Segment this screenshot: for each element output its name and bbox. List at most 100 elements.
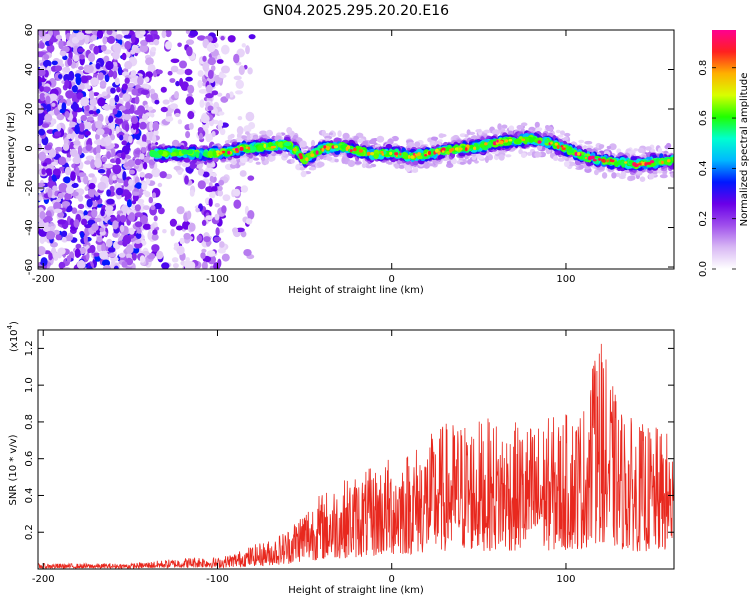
spectrogram-noise-cell xyxy=(220,96,229,103)
spectrogram-noise-cell xyxy=(134,96,140,105)
spectrogram-peak-cell xyxy=(550,141,553,145)
spectrogram-noise-cell xyxy=(176,225,183,231)
spectrogram-noise-cell xyxy=(122,145,130,155)
spectrogram-noise-cell xyxy=(186,46,193,57)
spectrogram-noise-cell xyxy=(217,92,223,97)
spectrogram-haze-cell xyxy=(414,141,421,148)
spectrogram-xtick-label: 100 xyxy=(556,274,575,285)
spectrogram-noise-cell xyxy=(52,168,62,176)
spectrogram-noise-cell xyxy=(179,237,185,245)
spectrogram-noise-cell xyxy=(65,185,74,194)
spectrogram-haze-cell xyxy=(598,144,605,149)
spectrogram-haze-cell xyxy=(466,129,471,136)
spectrogram-noise-cell xyxy=(96,243,103,252)
spectrogram-noise-cell xyxy=(139,215,148,225)
spectrogram-noise-cell xyxy=(48,93,58,101)
spectrogram-noise-cell xyxy=(73,140,81,146)
spectrogram-noise-cell xyxy=(179,60,187,69)
spectrogram-haze-cell xyxy=(560,130,565,136)
spectrogram-noise-cell xyxy=(131,88,138,96)
spectrogram-peak-cell xyxy=(305,157,309,162)
spectrogram-haze-cell xyxy=(224,140,231,144)
spectrogram-haze-cell xyxy=(564,132,571,137)
spectrogram-noise-cell xyxy=(186,210,192,220)
snr-xtick-label: 100 xyxy=(556,574,575,585)
spectrogram-noise-cell xyxy=(114,77,120,86)
spectrogram-noise-cell xyxy=(96,108,101,114)
spectrogram-peak-cell xyxy=(417,152,421,156)
spectrogram-noise-cell xyxy=(128,135,133,144)
spectrogram-noise-cell xyxy=(62,55,68,61)
spectrogram-noise-cell xyxy=(165,30,172,38)
spectrogram-noise-cell xyxy=(115,157,121,165)
spectrogram-noise-cell xyxy=(197,35,206,41)
spectrogram-noise-cell xyxy=(46,103,51,113)
spectrogram-noise-cell xyxy=(202,171,210,178)
spectrogram-noise-cell xyxy=(133,110,142,115)
spectrogram-peak-cell xyxy=(408,154,411,159)
spectrogram-noise-cell xyxy=(109,185,115,193)
spectrogram-noise-cell xyxy=(42,162,48,167)
spectrogram-noise-cell xyxy=(233,53,240,64)
spectrogram-noise-cell xyxy=(122,114,132,120)
spectrogram-noise-cell xyxy=(106,238,113,248)
spectrogram-noise-cell xyxy=(150,92,159,100)
spectrogram-noise-cell xyxy=(105,60,114,71)
spectrogram-noise-cell xyxy=(127,82,135,88)
spectrogram-noise-cell xyxy=(169,103,178,110)
spectrogram-noise-cell xyxy=(71,84,78,93)
spectrogram-noise-cell xyxy=(119,252,126,258)
spectrogram-peak-cell xyxy=(298,153,303,156)
spectrogram-noise-cell xyxy=(57,192,64,200)
spectrogram-noise-cell xyxy=(247,175,255,181)
spectrogram-noise-cell xyxy=(119,224,125,233)
spectrogram-noise-cell xyxy=(227,35,236,43)
spectrogram-noise-cell xyxy=(103,104,110,111)
spectrogram-noise-cell xyxy=(38,151,46,162)
spectrogram-peak-cell xyxy=(389,151,393,156)
colorbar-tick-label: 0.4 xyxy=(698,160,709,176)
spectrogram-haze-cell xyxy=(229,133,235,139)
spectrogram-noise-cell xyxy=(116,214,121,223)
spectrogram-noise-cell xyxy=(72,156,82,165)
spectrogram-noise-cell xyxy=(107,35,116,44)
spectrogram-peak-cell xyxy=(624,161,628,164)
spectrogram-noise-cell xyxy=(112,52,120,60)
spectrogram-haze-cell xyxy=(553,155,559,161)
spectrogram-noise-cell xyxy=(70,61,77,69)
spectrogram-noise-cell xyxy=(117,66,123,76)
spectrogram-ridge-cell xyxy=(187,149,194,155)
spectrogram-noise-cell xyxy=(123,34,133,39)
spectrogram-noise-cell xyxy=(152,121,160,131)
spectrogram-noise-cell xyxy=(114,244,120,250)
spectrogram-noise-cell xyxy=(77,172,87,178)
spectrogram-haze-cell xyxy=(497,123,502,131)
spectrogram-peak-cell xyxy=(427,150,432,156)
spectrogram-haze-cell xyxy=(474,160,479,164)
spectrogram-noise-cell xyxy=(78,247,86,255)
spectrogram-noise-cell xyxy=(185,76,193,82)
spectrogram-noise-cell xyxy=(46,44,55,53)
spectrogram-peak-cell xyxy=(321,147,325,152)
spectrogram-noise-cell xyxy=(222,194,231,202)
spectrogram-ridge-cell xyxy=(207,150,214,158)
spectrogram-noise-cell xyxy=(183,260,192,268)
spectrogram-haze-cell xyxy=(293,134,298,139)
spectrogram-peak-cell xyxy=(450,147,455,151)
spectrogram-noise-cell xyxy=(112,175,117,181)
spectrogram-peak-cell xyxy=(315,150,319,155)
spectrogram-noise-cell xyxy=(112,42,122,53)
spectrogram-noise-cell xyxy=(38,128,46,136)
spectrogram-peak-cell xyxy=(263,143,267,148)
spectrogram-noise-cell xyxy=(159,171,167,179)
spectrogram-noise-cell xyxy=(55,234,62,241)
spectrogram-noise-cell xyxy=(95,62,101,70)
spectrogram-peak-cell xyxy=(644,162,648,167)
spectrogram-noise-cell xyxy=(76,31,85,41)
spectrogram-ridge-cell xyxy=(248,153,253,159)
spectrogram-noise-cell xyxy=(101,91,108,96)
spectrogram-noise-cell xyxy=(43,54,50,60)
spectrogram-noise-cell xyxy=(145,57,154,66)
spectrogram-noise-cell xyxy=(202,62,210,72)
spectrogram-noise-cell xyxy=(150,223,155,230)
